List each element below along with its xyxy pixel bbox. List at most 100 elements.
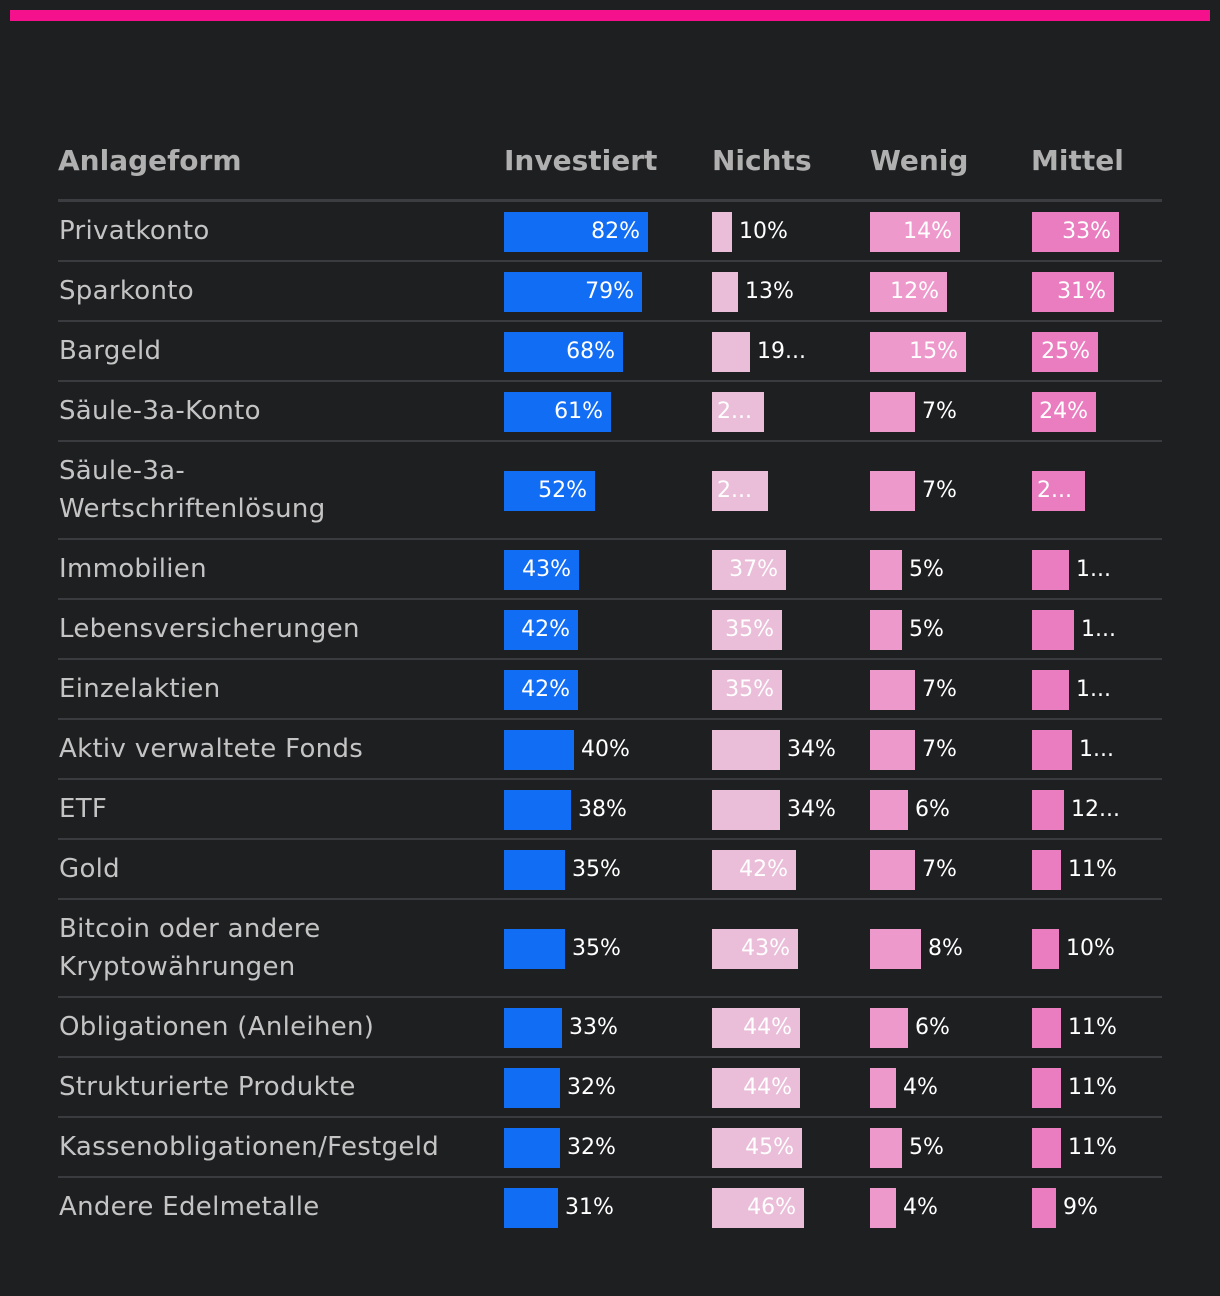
investiert-bar[interactable] [504,392,611,432]
row-label: Einzelaktien [59,674,221,704]
wenig-bar[interactable] [870,332,966,372]
wenig-bar[interactable] [870,850,915,890]
nichts-bar[interactable] [712,471,768,511]
mittel-bar[interactable] [1032,1128,1061,1168]
wenig-value-label: 7% [922,399,957,424]
mittel-bar[interactable] [1032,790,1064,830]
mittel-bar[interactable] [1032,471,1085,511]
investiert-value-label: 40% [581,737,630,762]
nichts-bar[interactable] [712,929,798,969]
wenig-bar[interactable] [870,272,947,312]
wenig-bar[interactable] [870,1068,896,1108]
wenig-bar[interactable] [870,1008,908,1048]
investiert-value-label: 42% [521,617,570,642]
mittel-bar[interactable] [1032,212,1119,252]
mittel-bar[interactable] [1032,1188,1056,1228]
column-header-anlageform[interactable]: Anlageform [58,144,242,177]
nichts-bar[interactable] [712,272,738,312]
nichts-value-label: 37% [729,557,778,582]
nichts-bar[interactable] [712,1188,804,1228]
investiert-bar[interactable] [504,471,595,511]
wenig-bar[interactable] [870,610,902,650]
wenig-value-label: 7% [922,737,957,762]
mittel-bar[interactable] [1032,730,1072,770]
wenig-bar[interactable] [870,212,960,252]
wenig-bar[interactable] [870,392,915,432]
nichts-bar[interactable] [712,1068,800,1108]
wenig-bar[interactable] [870,1128,902,1168]
investiert-bar[interactable] [504,1008,562,1048]
column-header-nichts[interactable]: Nichts [712,144,812,177]
mittel-bar[interactable] [1032,850,1061,890]
investiert-value-label: 79% [585,279,634,304]
nichts-bar[interactable] [712,610,782,650]
wenig-value-label: 7% [922,677,957,702]
mittel-bar[interactable] [1032,1008,1061,1048]
investiert-bar[interactable] [504,610,578,650]
mittel-bar[interactable] [1032,610,1074,650]
nichts-bar[interactable] [712,550,786,590]
investiert-bar[interactable] [504,850,565,890]
wenig-bar[interactable] [870,730,915,770]
investiert-value-label: 61% [554,399,603,424]
nichts-bar[interactable] [712,1008,800,1048]
row-label: Andere Edelmetalle [59,1192,320,1222]
row-label: Lebensversicherungen [59,614,360,644]
mittel-bar[interactable] [1032,929,1059,969]
investiert-bar[interactable] [504,1188,558,1228]
investiert-bar[interactable] [504,1128,560,1168]
mittel-value-label: 10% [1066,936,1115,961]
table-row: Privatkonto 82% 10% 14% 33% [58,202,1162,262]
nichts-bar[interactable] [712,392,764,432]
table-row: Einzelaktien 42% 35% 7% 1... [58,660,1162,720]
nichts-value-label: 2... [717,478,752,503]
nichts-bar[interactable] [712,850,796,890]
column-header-mittel[interactable]: Mittel [1031,144,1124,177]
nichts-value-label: 44% [743,1075,792,1100]
wenig-bar[interactable] [870,929,921,969]
row-label: Privatkonto [59,216,210,246]
investiert-bar[interactable] [504,1068,560,1108]
investiert-bar[interactable] [504,272,642,312]
nichts-bar[interactable] [712,1128,802,1168]
row-label: Obligationen (Anleihen) [59,1012,375,1042]
column-header-investiert[interactable]: Investiert [504,144,658,177]
wenig-bar[interactable] [870,670,915,710]
mittel-bar[interactable] [1032,332,1098,372]
column-header-wenig[interactable]: Wenig [870,144,969,177]
mittel-bar[interactable] [1032,1068,1061,1108]
mittel-bar[interactable] [1032,392,1096,432]
nichts-value-label: 19... [757,339,806,364]
row-label: Aktiv verwaltete Fonds [59,734,364,764]
wenig-value-label: 15% [909,339,958,364]
wenig-value-label: 4% [903,1195,938,1220]
nichts-bar[interactable] [712,212,732,252]
investiert-value-label: 82% [591,219,640,244]
wenig-bar[interactable] [870,790,908,830]
investiert-bar[interactable] [504,670,578,710]
investiert-bar[interactable] [504,730,574,770]
wenig-value-label: 5% [909,557,944,582]
nichts-bar[interactable] [712,670,782,710]
investiert-bar[interactable] [504,929,565,969]
investiert-value-label: 38% [578,797,627,822]
nichts-bar[interactable] [712,730,780,770]
mittel-bar[interactable] [1032,272,1114,312]
row-label: Säule-3a- Wertschriftenlösung [59,456,326,524]
investiert-bar[interactable] [504,212,648,252]
wenig-bar[interactable] [870,550,902,590]
accent-top-bar [10,10,1210,21]
investiert-bar[interactable] [504,550,579,590]
investiert-bar[interactable] [504,790,571,830]
nichts-value-label: 10% [739,219,788,244]
investiert-bar[interactable] [504,332,623,372]
wenig-bar[interactable] [870,471,915,511]
wenig-bar[interactable] [870,1188,896,1228]
mittel-bar[interactable] [1032,670,1069,710]
nichts-bar[interactable] [712,790,780,830]
nichts-value-label: 45% [745,1135,794,1160]
mittel-value-label: 11% [1068,1075,1117,1100]
mittel-bar[interactable] [1032,550,1069,590]
nichts-bar[interactable] [712,332,750,372]
table-row: Lebensversicherungen 42% 35% 5% 1... [58,600,1162,660]
